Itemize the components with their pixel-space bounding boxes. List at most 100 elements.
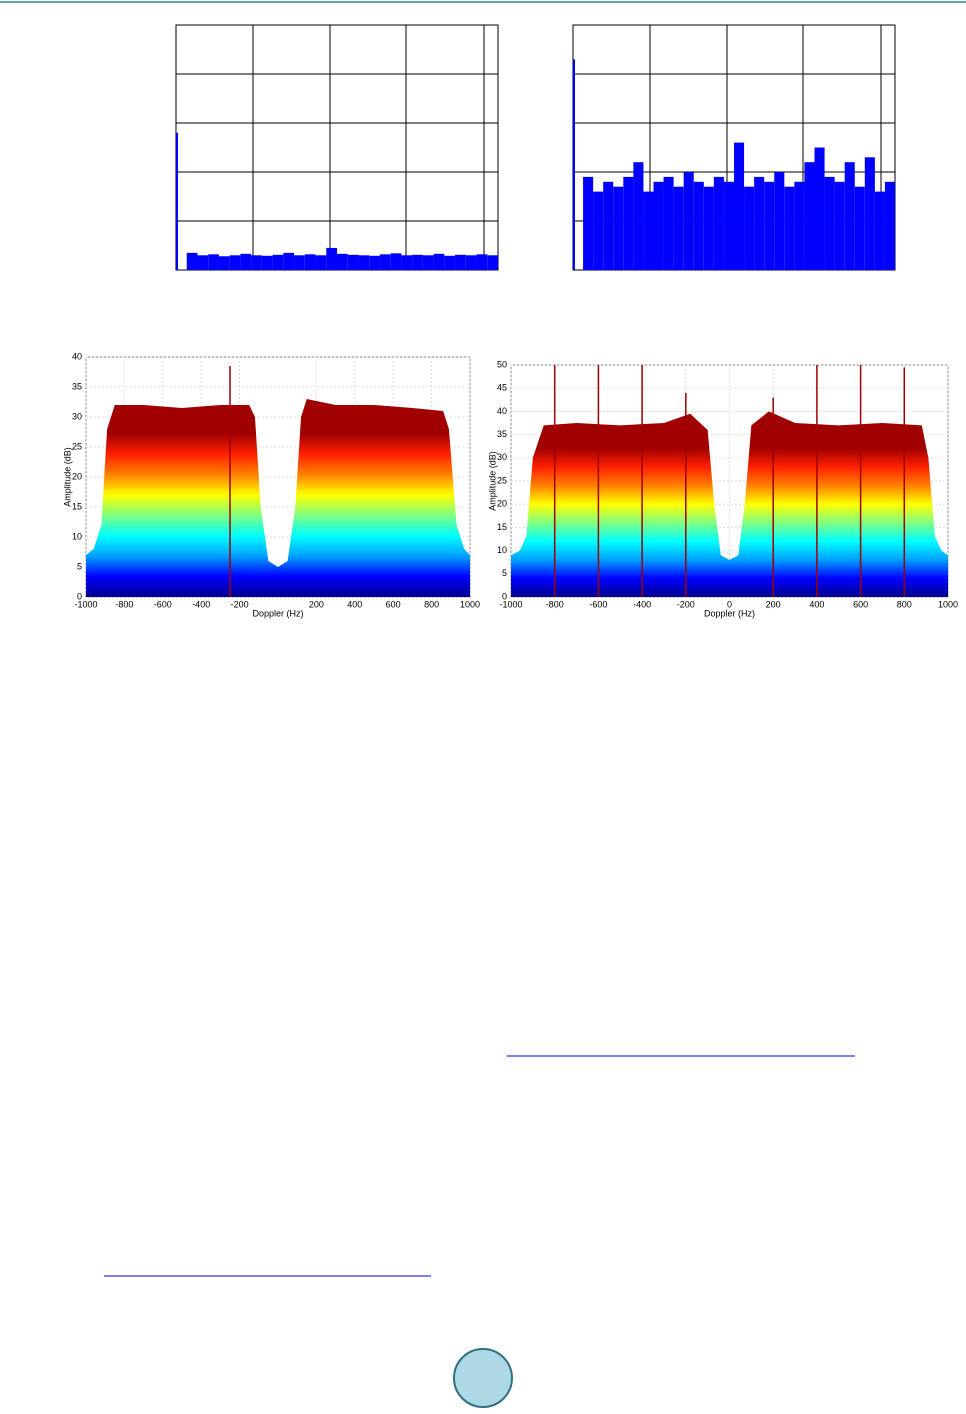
bar xyxy=(814,147,825,270)
y-tick-label: 30 xyxy=(497,452,507,462)
x-tick-label: -400 xyxy=(633,599,651,609)
y-tick-label: 10 xyxy=(72,531,82,541)
y-tick-label: 5 xyxy=(77,561,82,571)
y-tick-label: 40 xyxy=(72,351,82,361)
bar xyxy=(623,176,634,270)
bar xyxy=(379,254,391,270)
bar xyxy=(573,59,575,270)
y-tick-label: 10 xyxy=(497,545,507,555)
y-tick-label: 15 xyxy=(72,501,82,511)
bar xyxy=(854,186,865,270)
bar xyxy=(240,253,252,270)
bar xyxy=(804,162,815,270)
bar xyxy=(603,181,614,270)
x-tick-label: 200 xyxy=(309,599,324,609)
x-tick-label: 400 xyxy=(347,599,362,609)
bar xyxy=(734,142,745,270)
y-tick-label: 45 xyxy=(497,383,507,393)
x-tick-label: 600 xyxy=(386,599,401,609)
bar xyxy=(369,255,380,270)
bar xyxy=(294,255,305,270)
y-tick-label: 5 xyxy=(502,568,507,578)
bar xyxy=(693,181,704,270)
bar xyxy=(864,157,875,270)
y-tick-label: 50 xyxy=(497,359,507,369)
y-tick-label: 25 xyxy=(497,475,507,485)
bar xyxy=(874,191,885,270)
bar xyxy=(412,254,423,270)
bar xyxy=(673,186,684,270)
bar xyxy=(444,255,456,270)
y-tick-label: 25 xyxy=(72,441,82,451)
bar xyxy=(229,255,241,270)
y-tick-label: 30 xyxy=(72,411,82,421)
bar xyxy=(834,181,845,270)
x-tick-label: 1000 xyxy=(460,599,480,609)
y-tick-label: 20 xyxy=(72,471,82,481)
bar xyxy=(774,172,785,270)
bar xyxy=(315,255,327,270)
bar xyxy=(347,254,359,270)
y-tick-label: 40 xyxy=(497,406,507,416)
bar xyxy=(272,254,284,270)
bar xyxy=(583,176,594,270)
x-tick-label: -400 xyxy=(192,599,210,609)
bar xyxy=(390,253,402,270)
bar xyxy=(326,247,337,270)
spectrum-area xyxy=(511,411,948,597)
bar xyxy=(784,186,795,270)
y-tick-label: 0 xyxy=(77,591,82,601)
bar xyxy=(251,255,262,270)
bar xyxy=(197,255,209,270)
y-axis-label: Amplitude (dB) xyxy=(487,451,497,511)
bar xyxy=(754,176,765,270)
x-tick-label: 800 xyxy=(424,599,439,609)
bar xyxy=(824,176,835,270)
x-tick-label: 600 xyxy=(853,599,868,609)
y-tick-label: 0 xyxy=(502,591,507,601)
bar xyxy=(703,186,714,270)
bar xyxy=(433,253,445,270)
x-tick-label: 0 xyxy=(727,599,732,609)
x-axis-label: Doppler (Hz) xyxy=(252,608,303,618)
bar xyxy=(794,181,805,270)
bar xyxy=(455,254,466,270)
x-tick-label: -200 xyxy=(677,599,695,609)
x-tick-label: -1000 xyxy=(499,599,522,609)
bar xyxy=(261,255,273,270)
bar xyxy=(283,252,295,270)
x-tick-label: -600 xyxy=(154,599,172,609)
bar xyxy=(422,255,434,270)
bar xyxy=(401,255,413,270)
x-tick-label: 400 xyxy=(809,599,824,609)
bar xyxy=(844,162,855,270)
spectrum-area xyxy=(86,399,470,597)
bar xyxy=(663,176,674,270)
x-tick-label: 1000 xyxy=(938,599,958,609)
x-axis-label: Doppler (Hz) xyxy=(704,608,755,618)
bar xyxy=(723,181,734,270)
bar xyxy=(884,181,895,270)
bar xyxy=(476,254,488,270)
x-tick-label: -800 xyxy=(115,599,133,609)
y-tick-label: 35 xyxy=(497,429,507,439)
bar xyxy=(764,181,775,270)
bar xyxy=(487,255,498,270)
bar xyxy=(358,255,370,270)
y-tick-label: 35 xyxy=(72,381,82,391)
page-number-badge xyxy=(453,1348,513,1408)
bar xyxy=(633,162,644,270)
y-tick-label: 20 xyxy=(497,499,507,509)
bar xyxy=(593,191,604,270)
bar xyxy=(653,181,664,270)
bar xyxy=(744,186,755,270)
x-tick-label: 200 xyxy=(766,599,781,609)
x-tick-label: 800 xyxy=(897,599,912,609)
bar xyxy=(465,255,477,270)
bar xyxy=(304,254,316,270)
bar xyxy=(713,176,724,270)
bar xyxy=(683,172,694,270)
bar xyxy=(208,254,219,270)
y-tick-label: 15 xyxy=(497,522,507,532)
